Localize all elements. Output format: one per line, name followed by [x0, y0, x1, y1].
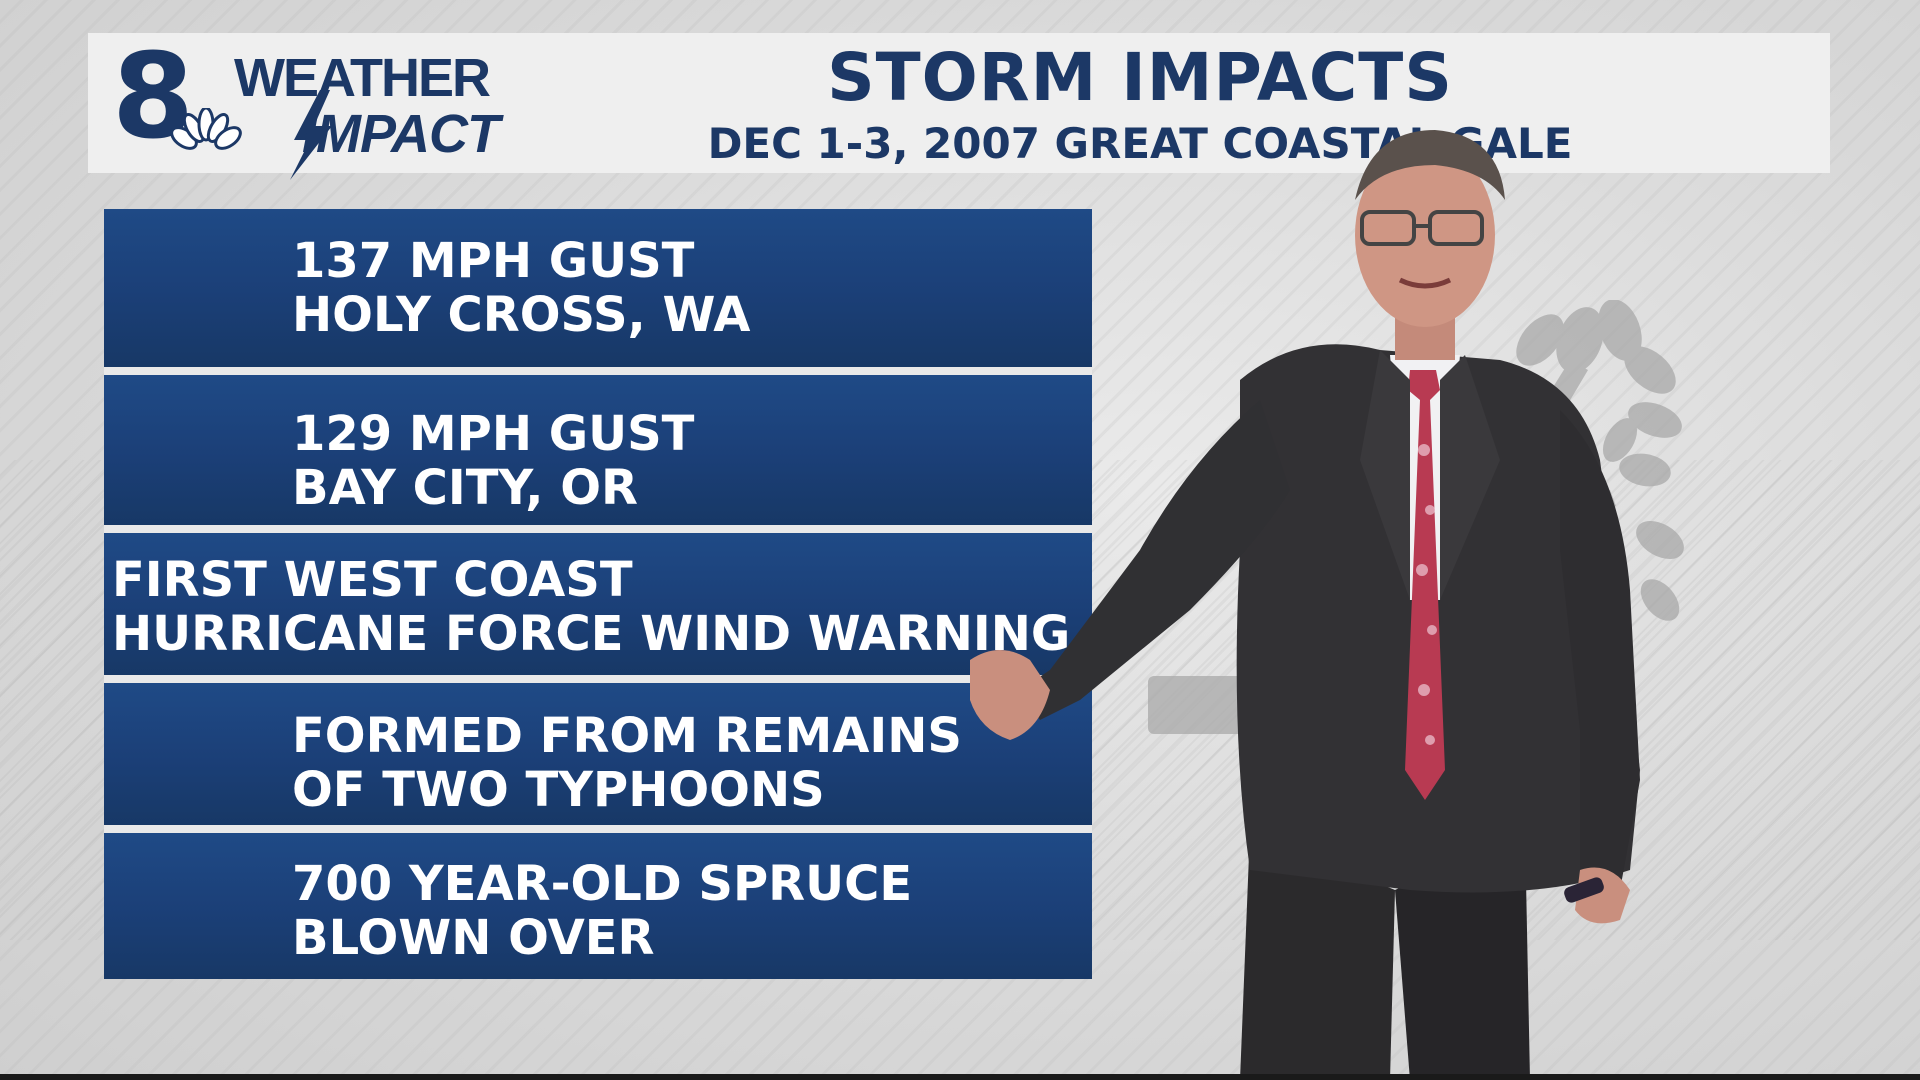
panel-line: 700 YEAR-OLD SPRUCE: [292, 856, 913, 912]
bottom-edge-bar: [0, 1074, 1920, 1080]
panel-line: HURRICANE FORCE WIND WARNING: [112, 606, 1071, 662]
impact-panel: FORMED FROM REMAINS OF TWO TYPHOONS: [104, 683, 1092, 833]
header-bar: [88, 33, 1830, 173]
impact-panel: 700 YEAR-OLD SPRUCE BLOWN OVER: [104, 833, 1092, 979]
page-title: STORM IMPACTS: [827, 39, 1453, 116]
logo-impact-word: IMPACT: [302, 104, 500, 164]
panel-line: BLOWN OVER: [292, 910, 655, 966]
panel-line: OF TWO TYPHOONS: [292, 762, 825, 818]
presenter-figure: [970, 130, 1640, 1080]
impact-panel: 129 MPH GUST BAY CITY, OR: [104, 375, 1092, 533]
panel-line: 137 MPH GUST: [292, 233, 695, 289]
impact-panel: 137 MPH GUST HOLY CROSS, WA: [104, 209, 1092, 375]
lightning-bolt-icon: [290, 90, 332, 180]
logo-weather-word: WEATHER: [234, 48, 491, 108]
panel-line: FORMED FROM REMAINS: [292, 708, 962, 764]
panel-line: BAY CITY, OR: [292, 460, 638, 516]
panel-line: 129 MPH GUST: [292, 406, 695, 462]
impact-panel-list: 137 MPH GUST HOLY CROSS, WA 129 MPH GUST…: [104, 209, 1092, 979]
panel-line: HOLY CROSS, WA: [292, 287, 751, 343]
station-logo: 8 WEATHER IMPACT: [112, 36, 552, 180]
peacock-icon: [170, 108, 242, 150]
impact-panel: FIRST WEST COAST HURRICANE FORCE WIND WA…: [104, 533, 1092, 683]
panel-line: FIRST WEST COAST: [112, 552, 633, 608]
